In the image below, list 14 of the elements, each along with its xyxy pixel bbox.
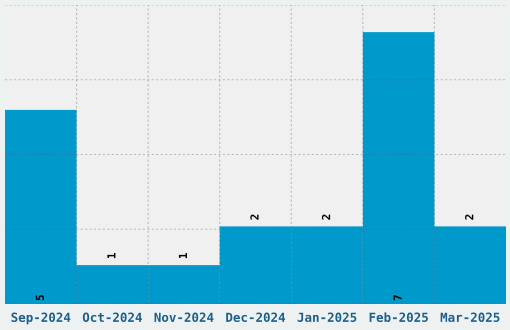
x-tick-label: Mar-2025 xyxy=(440,312,500,322)
x-tick-label: Dec-2024 xyxy=(226,312,286,322)
data-label: 1 xyxy=(107,253,116,258)
data-label: 2 xyxy=(250,214,259,220)
data-label: 1 xyxy=(178,253,187,258)
data-label: 7 xyxy=(394,295,402,300)
data-label: 2 xyxy=(465,214,474,220)
x-tick-label: Oct-2024 xyxy=(82,312,142,322)
data-label: 2 xyxy=(322,214,330,220)
x-tick-label: Nov-2024 xyxy=(154,312,214,322)
x-tick-label: Sep-2024 xyxy=(11,312,70,324)
data-label: 5 xyxy=(36,295,44,300)
x-tick-label: Feb-2025 xyxy=(370,312,428,322)
x-tick-label: Jan-2025 xyxy=(298,312,356,322)
